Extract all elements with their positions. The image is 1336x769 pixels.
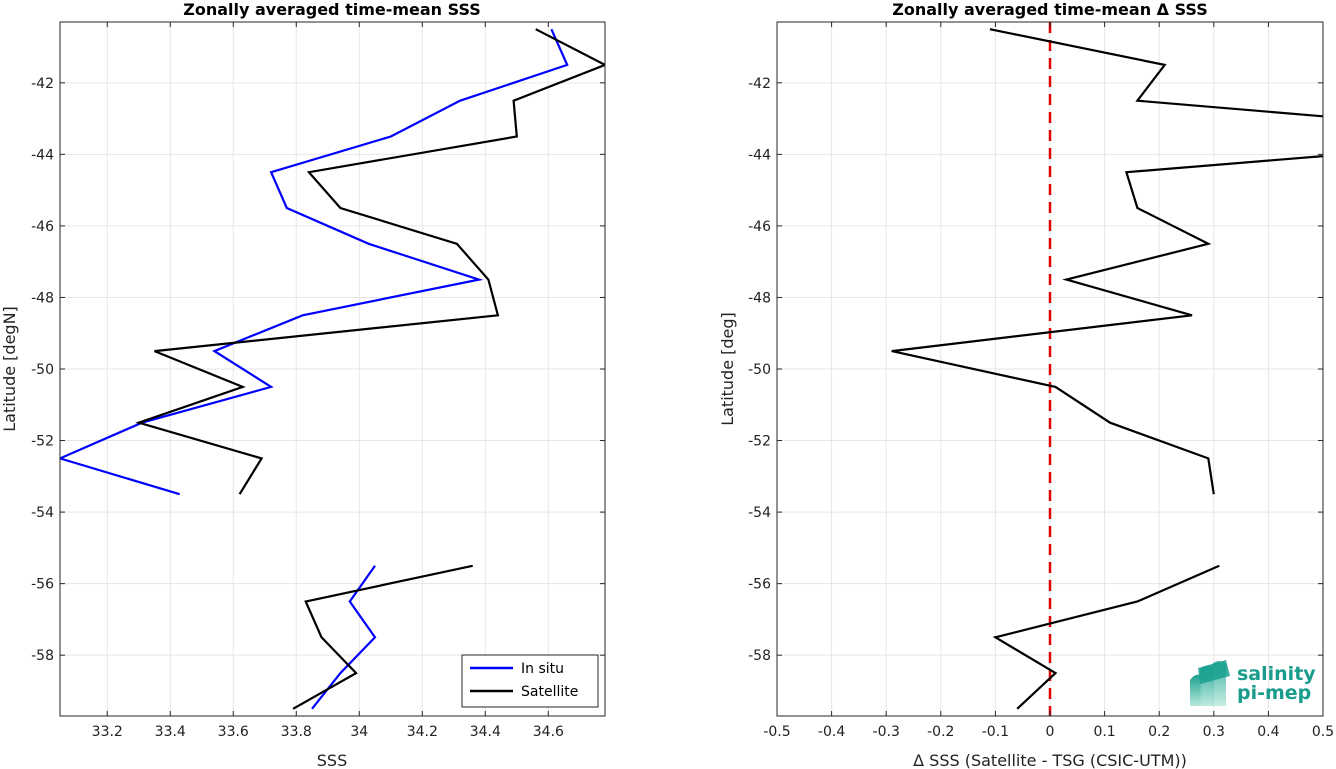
sss-chart-title: Zonally averaged time-mean SSS — [183, 0, 481, 19]
delta-y-tick-label: -54 — [748, 505, 771, 521]
sss-y-tick-label: -42 — [31, 76, 54, 92]
delta-x-tick-label: 0.3 — [1203, 724, 1225, 740]
sss-panel: 33.2 33.4 33.6 33.8 34 34.2 34.4 34.6 -42 -44 -46 -… — [0, 0, 606, 769]
delta-y-tick-label: -42 — [748, 76, 771, 92]
logo-text-pi-mep: pi-mep — [1237, 682, 1311, 704]
sss-x-tick-label: 34.6 — [533, 724, 564, 740]
delta-ticks: -0.5 -0.4 -0.3 -0.2 -0.1 0 0.1 0.2 0.3 0.4 0.5 -42 -… — [748, 22, 1334, 740]
sss-x-tick-label: 33.8 — [281, 724, 312, 740]
sss-series-line-satellite — [292, 564, 473, 710]
legend-entry-satellite: Satellite — [521, 684, 578, 700]
delta-x-tick-label: -0.4 — [818, 724, 845, 740]
delta-x-axis-label: Δ SSS (Satellite - TSG (CSIC-UTM)) — [913, 751, 1187, 769]
logo-waves-icon — [1190, 660, 1230, 706]
delta-x-tick-label: 0.5 — [1312, 724, 1334, 740]
sss-y-tick-label: -58 — [31, 648, 54, 664]
sss-legend-box — [461, 654, 599, 708]
sss-y-axis-label: Latitude [degN] — [0, 306, 19, 432]
sss-series-group — [60, 28, 605, 710]
delta-y-tick-label: -44 — [748, 147, 771, 163]
delta-series-group — [891, 22, 1323, 716]
salinity-pi-mep-logo: salinity pi-mep — [1190, 660, 1316, 706]
delta-x-tick-label: -0.2 — [927, 724, 954, 740]
delta-y-tick-label: -46 — [748, 219, 771, 235]
sss-y-tick-label: -46 — [31, 219, 54, 235]
delta-x-tick-label: 0.4 — [1257, 724, 1279, 740]
logo-text-salinity: salinity — [1237, 663, 1316, 685]
delta-y-tick-label: -56 — [748, 577, 771, 593]
delta-y-tick-label: -50 — [748, 362, 771, 378]
sss-y-tick-label: -52 — [31, 434, 54, 450]
delta-y-tick-label: -48 — [748, 290, 771, 306]
sss-x-tick-label: 33.4 — [155, 724, 186, 740]
delta-series-line-difference — [891, 28, 1323, 495]
delta-chart-title: Zonally averaged time-mean Δ SSS — [892, 0, 1208, 19]
delta-y-tick-label: -58 — [748, 648, 771, 664]
sss-x-tick-label: 34 — [350, 724, 368, 740]
delta-x-tick-label: 0.2 — [1148, 724, 1170, 740]
delta-sss-panel: -0.5 -0.4 -0.3 -0.2 -0.1 0 0.1 0.2 0.3 0.4 0.5 -42 -… — [718, 0, 1334, 769]
delta-series-line-difference — [992, 564, 1220, 710]
sss-x-tick-label: 33.2 — [92, 724, 123, 740]
sss-series-line-satellite — [135, 28, 605, 495]
delta-x-tick-label: 0 — [1046, 724, 1055, 740]
sss-x-tick-label: 33.6 — [218, 724, 249, 740]
delta-x-tick-label: -0.3 — [873, 724, 900, 740]
delta-x-tick-label: -0.1 — [982, 724, 1009, 740]
legend-entry-in-situ: In situ — [521, 661, 564, 677]
sss-x-tick-label: 34.2 — [407, 724, 438, 740]
sss-x-tick-label: 34.4 — [470, 724, 501, 740]
sss-y-tick-label: -50 — [31, 362, 54, 378]
delta-x-tick-label: -0.5 — [763, 724, 790, 740]
sss-y-tick-label: -48 — [31, 290, 54, 306]
sss-ticks: 33.2 33.4 33.6 33.8 34 34.2 34.4 34.6 -42 -44 -46 -… — [31, 22, 605, 740]
sss-series-line-in-situ — [60, 28, 569, 496]
sss-y-tick-label: -54 — [31, 505, 54, 521]
sss-x-axis-label: SSS — [317, 751, 347, 769]
delta-y-tick-label: -52 — [748, 434, 771, 450]
delta-x-tick-label: 0.1 — [1093, 724, 1115, 740]
delta-y-axis-label: Latitude [deg] — [718, 312, 737, 426]
sss-y-tick-label: -44 — [31, 147, 54, 163]
sss-y-tick-label: -56 — [31, 577, 54, 593]
sss-legend: In situ Satellite — [461, 654, 599, 708]
